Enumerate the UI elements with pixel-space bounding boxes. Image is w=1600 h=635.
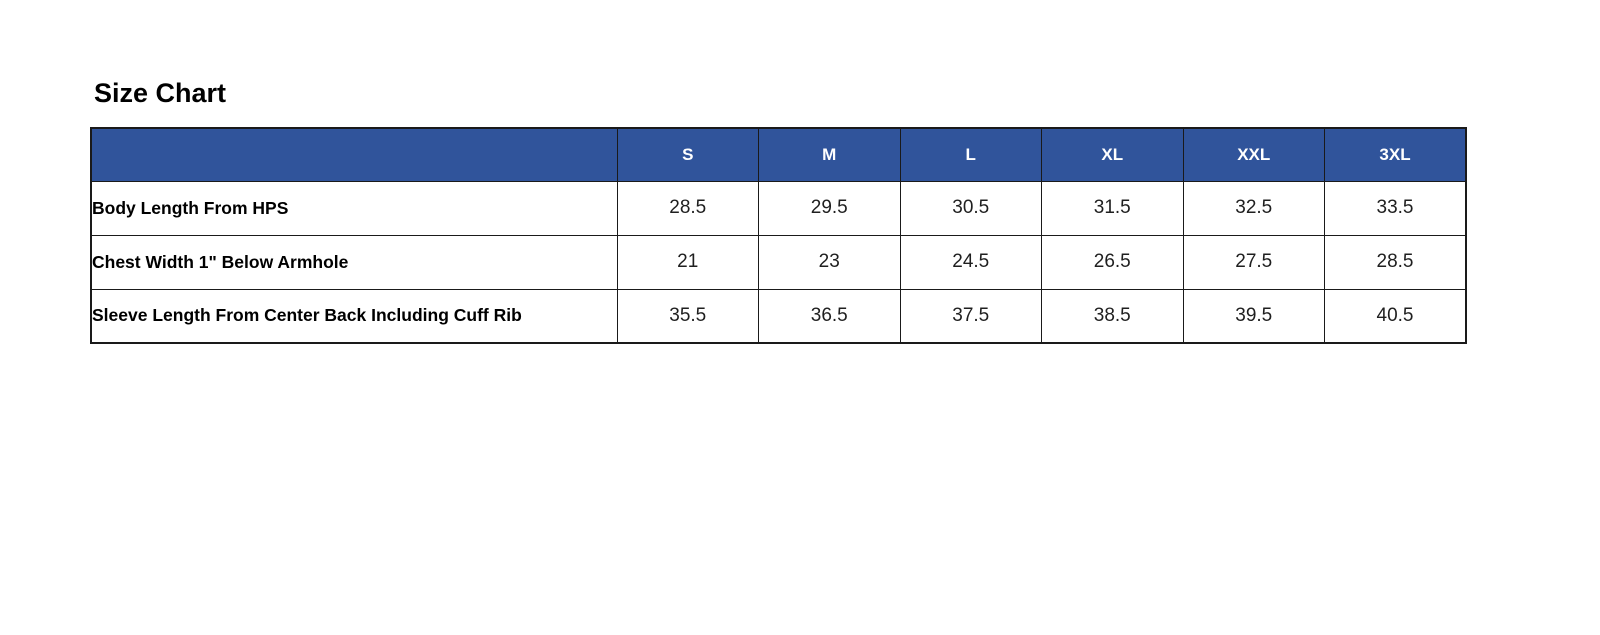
table-cell: 29.5 [758, 180, 901, 236]
table-row-body-length: Body Length From HPS 28.5 29.5 30.5 31.5… [90, 180, 1467, 236]
page-title: Size Chart [94, 78, 227, 108]
table-cell: 32.5 [1182, 180, 1325, 236]
table-cell: 37.5 [899, 288, 1042, 344]
table-header-row: S M L XL XXL 3XL [90, 127, 1467, 182]
table-cell: 21 [616, 234, 759, 290]
table-row-chest-width: Chest Width 1" Below Armhole 21 23 24.5 … [90, 234, 1467, 290]
table-cell: 35.5 [616, 288, 759, 344]
row-label-chest-width: Chest Width 1" Below Armhole [90, 234, 618, 290]
table-cell: 33.5 [1324, 180, 1467, 236]
table-cell: 28.5 [616, 180, 759, 236]
size-chart-table: S M L XL XXL 3XL Body Length From HPS 28… [90, 127, 1467, 344]
table-cell: 40.5 [1324, 288, 1467, 344]
table-cell: 38.5 [1041, 288, 1184, 344]
row-label-sleeve-length: Sleeve Length From Center Back Including… [90, 288, 618, 344]
column-header-3xl: 3XL [1324, 127, 1467, 182]
column-header-xxl: XXL [1182, 127, 1325, 182]
table-row-sleeve-length: Sleeve Length From Center Back Including… [90, 288, 1467, 344]
table-cell: 28.5 [1324, 234, 1467, 290]
table-cell: 31.5 [1041, 180, 1184, 236]
column-header-l: L [899, 127, 1042, 182]
table-cell: 27.5 [1182, 234, 1325, 290]
table-cell: 30.5 [899, 180, 1042, 236]
column-header-blank [90, 127, 618, 182]
column-header-s: S [616, 127, 759, 182]
row-label-body-length: Body Length From HPS [90, 180, 618, 236]
table-cell: 24.5 [899, 234, 1042, 290]
table-cell: 23 [758, 234, 901, 290]
table-cell: 36.5 [758, 288, 901, 344]
table-cell: 39.5 [1182, 288, 1325, 344]
table-cell: 26.5 [1041, 234, 1184, 290]
column-header-xl: XL [1041, 127, 1184, 182]
column-header-m: M [758, 127, 901, 182]
